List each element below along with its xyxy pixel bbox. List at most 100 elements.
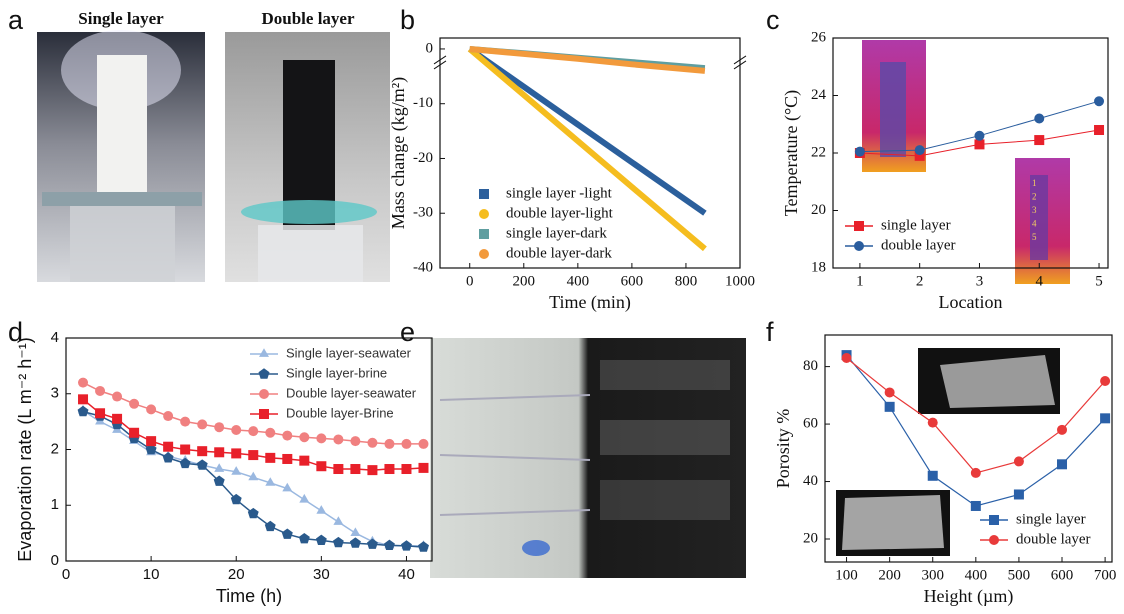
marker [258, 368, 270, 379]
legend-label: double layer [1016, 531, 1091, 547]
photo-title: Double layer [261, 9, 354, 28]
x-tick-label: 800 [675, 273, 698, 289]
marker [281, 528, 293, 539]
y-tick-label: 20 [811, 202, 826, 218]
y-tick-label: 40 [803, 473, 818, 489]
marker [479, 209, 489, 219]
marker [265, 452, 276, 463]
marker [265, 477, 276, 486]
marker [299, 432, 310, 443]
marker [1013, 489, 1024, 500]
marker [418, 541, 429, 552]
marker [384, 464, 395, 475]
photo-double [225, 32, 390, 282]
marker [214, 422, 225, 433]
y-tick-label: 80 [803, 358, 818, 374]
marker [418, 462, 429, 473]
x-axis-label: Height (µm) [924, 586, 1014, 607]
y-tick-label: -20 [413, 150, 433, 166]
inset-label: 4 [1032, 219, 1037, 229]
marker [401, 540, 412, 551]
marker [248, 450, 259, 461]
y-tick-label: 0 [426, 40, 434, 56]
marker [316, 505, 327, 514]
marker [1100, 375, 1111, 386]
marker [214, 447, 225, 458]
x-axis-label: Location [939, 292, 1003, 312]
y-tick-label: 3 [51, 385, 59, 402]
marker [179, 457, 191, 469]
marker [196, 459, 208, 470]
marker [162, 452, 174, 463]
marker [129, 398, 140, 409]
marker [282, 482, 293, 492]
marker [146, 436, 157, 447]
marker [927, 417, 938, 428]
marker [230, 493, 242, 505]
marker [259, 409, 269, 419]
marker [333, 464, 344, 475]
marker [231, 448, 242, 459]
marker [231, 466, 242, 475]
marker [970, 500, 981, 511]
y-tick-label: 24 [811, 87, 827, 103]
marker [145, 443, 157, 455]
marker [180, 416, 191, 427]
y-axis-label: Temperature (°C) [781, 90, 802, 216]
marker [418, 438, 429, 449]
panel-label: e [400, 317, 415, 347]
marker [247, 507, 259, 519]
marker [989, 535, 999, 545]
marker [1094, 125, 1105, 135]
y-tick-label: 0 [51, 552, 59, 569]
marker [854, 241, 864, 251]
marker [299, 493, 310, 503]
ct-inset [836, 348, 1060, 556]
marker [78, 377, 89, 388]
x-tick-label: 600 [1051, 567, 1074, 583]
marker [914, 145, 925, 156]
marker [332, 536, 344, 548]
marker [854, 146, 865, 157]
y-tick-label: -10 [413, 95, 433, 111]
x-tick-label: 10 [143, 566, 160, 583]
marker [163, 441, 174, 452]
x-tick-label: 700 [1094, 567, 1117, 583]
x-tick-label: 30 [313, 566, 330, 583]
marker [197, 446, 208, 457]
x-tick-label: 400 [567, 273, 590, 289]
marker [349, 537, 361, 548]
marker [298, 533, 310, 544]
y-axis-label: Porosity % [773, 409, 793, 489]
marker [350, 436, 361, 447]
marker [299, 455, 310, 466]
x-tick-label: 40 [398, 566, 415, 583]
marker [884, 401, 895, 412]
y-tick-label: 22 [811, 144, 826, 160]
marker [197, 419, 208, 430]
x-tick-label: 1000 [725, 273, 755, 289]
inset-label: 1 [1032, 178, 1037, 188]
axis-break [733, 55, 747, 70]
x-axis-label: Time (min) [549, 292, 631, 313]
x-tick-label: 1 [856, 273, 864, 289]
x-tick-label: 5 [1095, 273, 1103, 289]
legend-label: double layer-dark [506, 245, 612, 261]
y-tick-label: 4 [51, 329, 59, 346]
y-axis-label: Mass change (kg/m²) [388, 77, 409, 229]
marker [479, 229, 489, 239]
marker [259, 389, 269, 399]
panel-label: a [8, 5, 24, 35]
marker [974, 139, 985, 150]
plot-frame [439, 37, 741, 269]
marker [854, 221, 864, 231]
x-tick-label: 2 [916, 273, 924, 289]
marker [333, 516, 344, 525]
marker [1034, 135, 1045, 146]
x-tick-label: 0 [62, 566, 70, 583]
inset-label: 2 [1032, 192, 1037, 202]
marker [1094, 96, 1105, 107]
x-tick-label: 4 [1036, 273, 1044, 289]
legend-label: Double layer-seawater [286, 385, 417, 400]
marker [231, 424, 242, 435]
